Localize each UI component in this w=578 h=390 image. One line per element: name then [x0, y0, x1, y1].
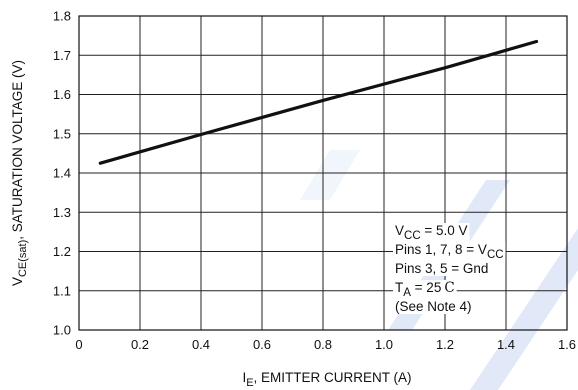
x-tick-label: 0.4	[192, 337, 210, 352]
note-pins-vcc-part: CC	[487, 249, 504, 261]
y-axis-label-sub: CE(sat)	[17, 240, 29, 277]
note-pins-vcc-part: Pins 1, 7, 8 = V	[395, 242, 487, 257]
note-pins-vcc-bg	[393, 242, 506, 261]
note-vcc-part: V	[395, 223, 404, 238]
note-pins-gnd-bg	[393, 261, 491, 276]
note-vcc-bg	[393, 223, 470, 242]
x-tick-labels: 0 0.2 0.4 0.6 0.8 1.0 1.2 1.4 1.6	[75, 337, 576, 352]
note-pins-vcc: Pins 1, 7, 8 = VCC	[395, 242, 504, 261]
note-see-bg	[393, 299, 474, 314]
x-tick-label: 1.6	[558, 337, 576, 352]
note-ta-part: C	[444, 280, 454, 296]
y-tick-label: 1.6	[53, 87, 71, 102]
note-see: (See Note 4)	[395, 299, 472, 314]
x-tick-label: 1.0	[375, 337, 393, 352]
y-tick-labels: 1.0 1.1 1.2 1.3 1.4 1.5 1.6 1.7 1.8	[53, 9, 71, 338]
y-axis-label-rest: , SATURATION VOLTAGE (V)	[10, 60, 25, 240]
x-axis-label-rest: , EMITTER CURRENT (A)	[254, 370, 412, 385]
x-tick-label: 0	[75, 337, 82, 352]
y-tick-label: 1.0	[53, 323, 71, 338]
series-group	[98, 39, 539, 165]
y-tick-label: 1.5	[53, 126, 71, 141]
x-tick-label: 0.2	[131, 337, 149, 352]
y-axis-label-main: V	[10, 277, 25, 286]
y-axis-label: VCE(sat), SATURATION VOLTAGE (V)	[10, 60, 29, 286]
x-axis-label: IE, EMITTER CURRENT (A)	[242, 370, 411, 389]
note-pins-gnd-part: Pins 3, 5 = Gnd	[395, 261, 488, 276]
x-tick-label: 1.4	[497, 337, 515, 352]
watermark-stripe	[470, 228, 578, 390]
y-tick-label: 1.4	[53, 166, 71, 181]
x-tick-label: 0.8	[314, 337, 332, 352]
y-tick-label: 1.3	[53, 205, 71, 220]
plot-frame	[78, 15, 568, 331]
watermark-stripe	[300, 150, 360, 200]
note-ta-part: T	[395, 280, 403, 295]
x-axis-label-sub: E	[246, 377, 253, 389]
y-tick-label: 1.8	[53, 9, 71, 24]
x-tick-label: 0.6	[253, 337, 271, 352]
y-tick-label: 1.2	[53, 244, 71, 259]
note-ta-part: = 25	[411, 280, 441, 295]
note-vcc-part: = 5.0 V	[421, 223, 468, 238]
note-vcc: VCC = 5.0 V	[395, 223, 468, 242]
y-tick-label: 1.7	[53, 48, 71, 63]
x-axis-label-main: I	[242, 370, 246, 385]
note-see-part: (See Note 4)	[395, 299, 472, 314]
x-tick-label: 1.2	[436, 337, 454, 352]
y-tick-label: 1.1	[53, 283, 71, 298]
note-pins-gnd: Pins 3, 5 = Gnd	[395, 261, 488, 276]
note-ta: TA = 25 C	[395, 280, 455, 299]
note-vcc-part: CC	[404, 230, 421, 242]
note-ta-part: A	[403, 287, 411, 299]
series-line	[98, 39, 539, 165]
grid-lines	[79, 16, 567, 330]
note-ta-bg	[393, 280, 457, 299]
